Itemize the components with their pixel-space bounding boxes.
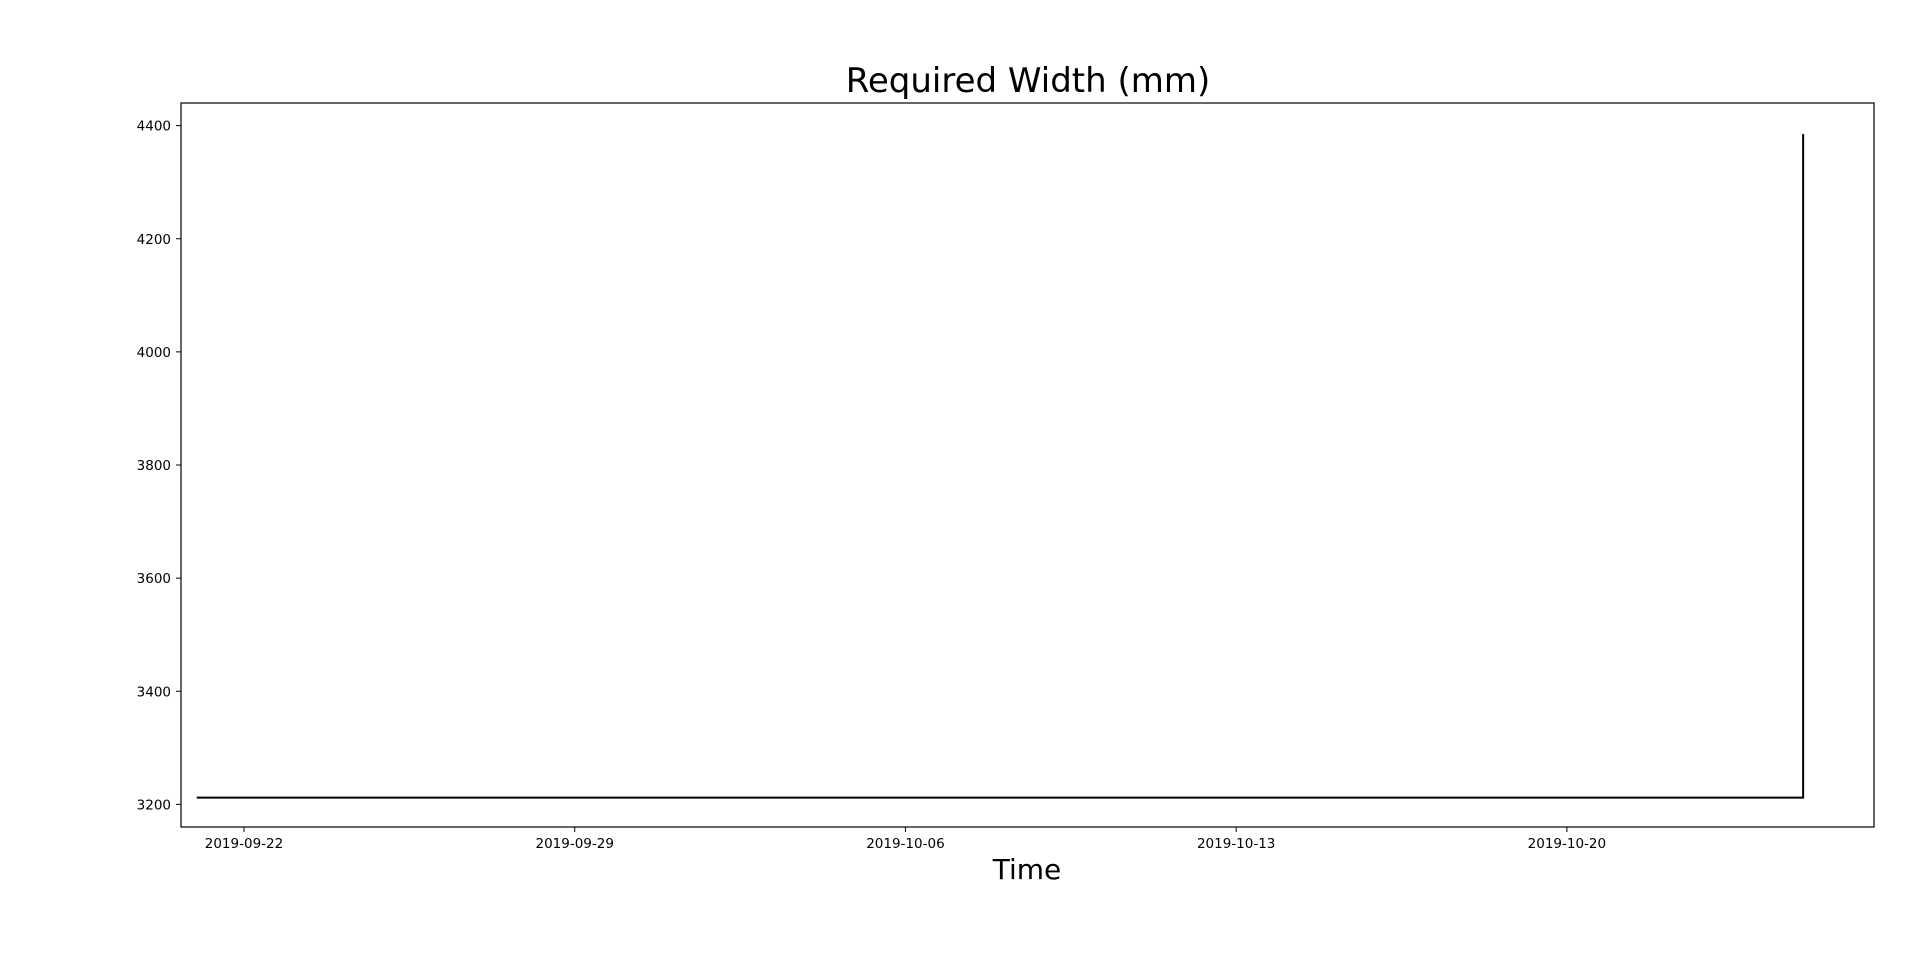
y-tick-label: 4200 (137, 232, 171, 248)
y-tick-label: 4400 (137, 119, 171, 135)
x-tick-label: 2019-10-20 (1528, 836, 1606, 852)
series-line (196, 134, 1805, 799)
x-tick-label: 2019-10-06 (866, 836, 944, 852)
x-axis-label: Time (992, 853, 1062, 886)
y-axis: 3200 3400 3600 3800 4000 4200 4400 (137, 119, 181, 813)
y-tick-label: 3200 (137, 797, 171, 813)
x-tick-label: 2019-09-22 (205, 836, 283, 852)
y-tick-label: 3800 (137, 458, 171, 474)
series-layer (196, 134, 1805, 799)
plot-area (180, 102, 1875, 828)
chart-title: Required Width (mm) (846, 61, 1211, 101)
x-tick-label: 2019-09-29 (535, 836, 613, 852)
y-tick-label: 3400 (137, 684, 171, 700)
y-tick-label: 4000 (137, 345, 171, 361)
x-tick-label: 2019-10-13 (1197, 836, 1275, 852)
y-tick-label: 3600 (137, 571, 171, 587)
x-axis: 2019-09-22 2019-09-29 2019-10-06 2019-10-13… (205, 827, 1606, 852)
